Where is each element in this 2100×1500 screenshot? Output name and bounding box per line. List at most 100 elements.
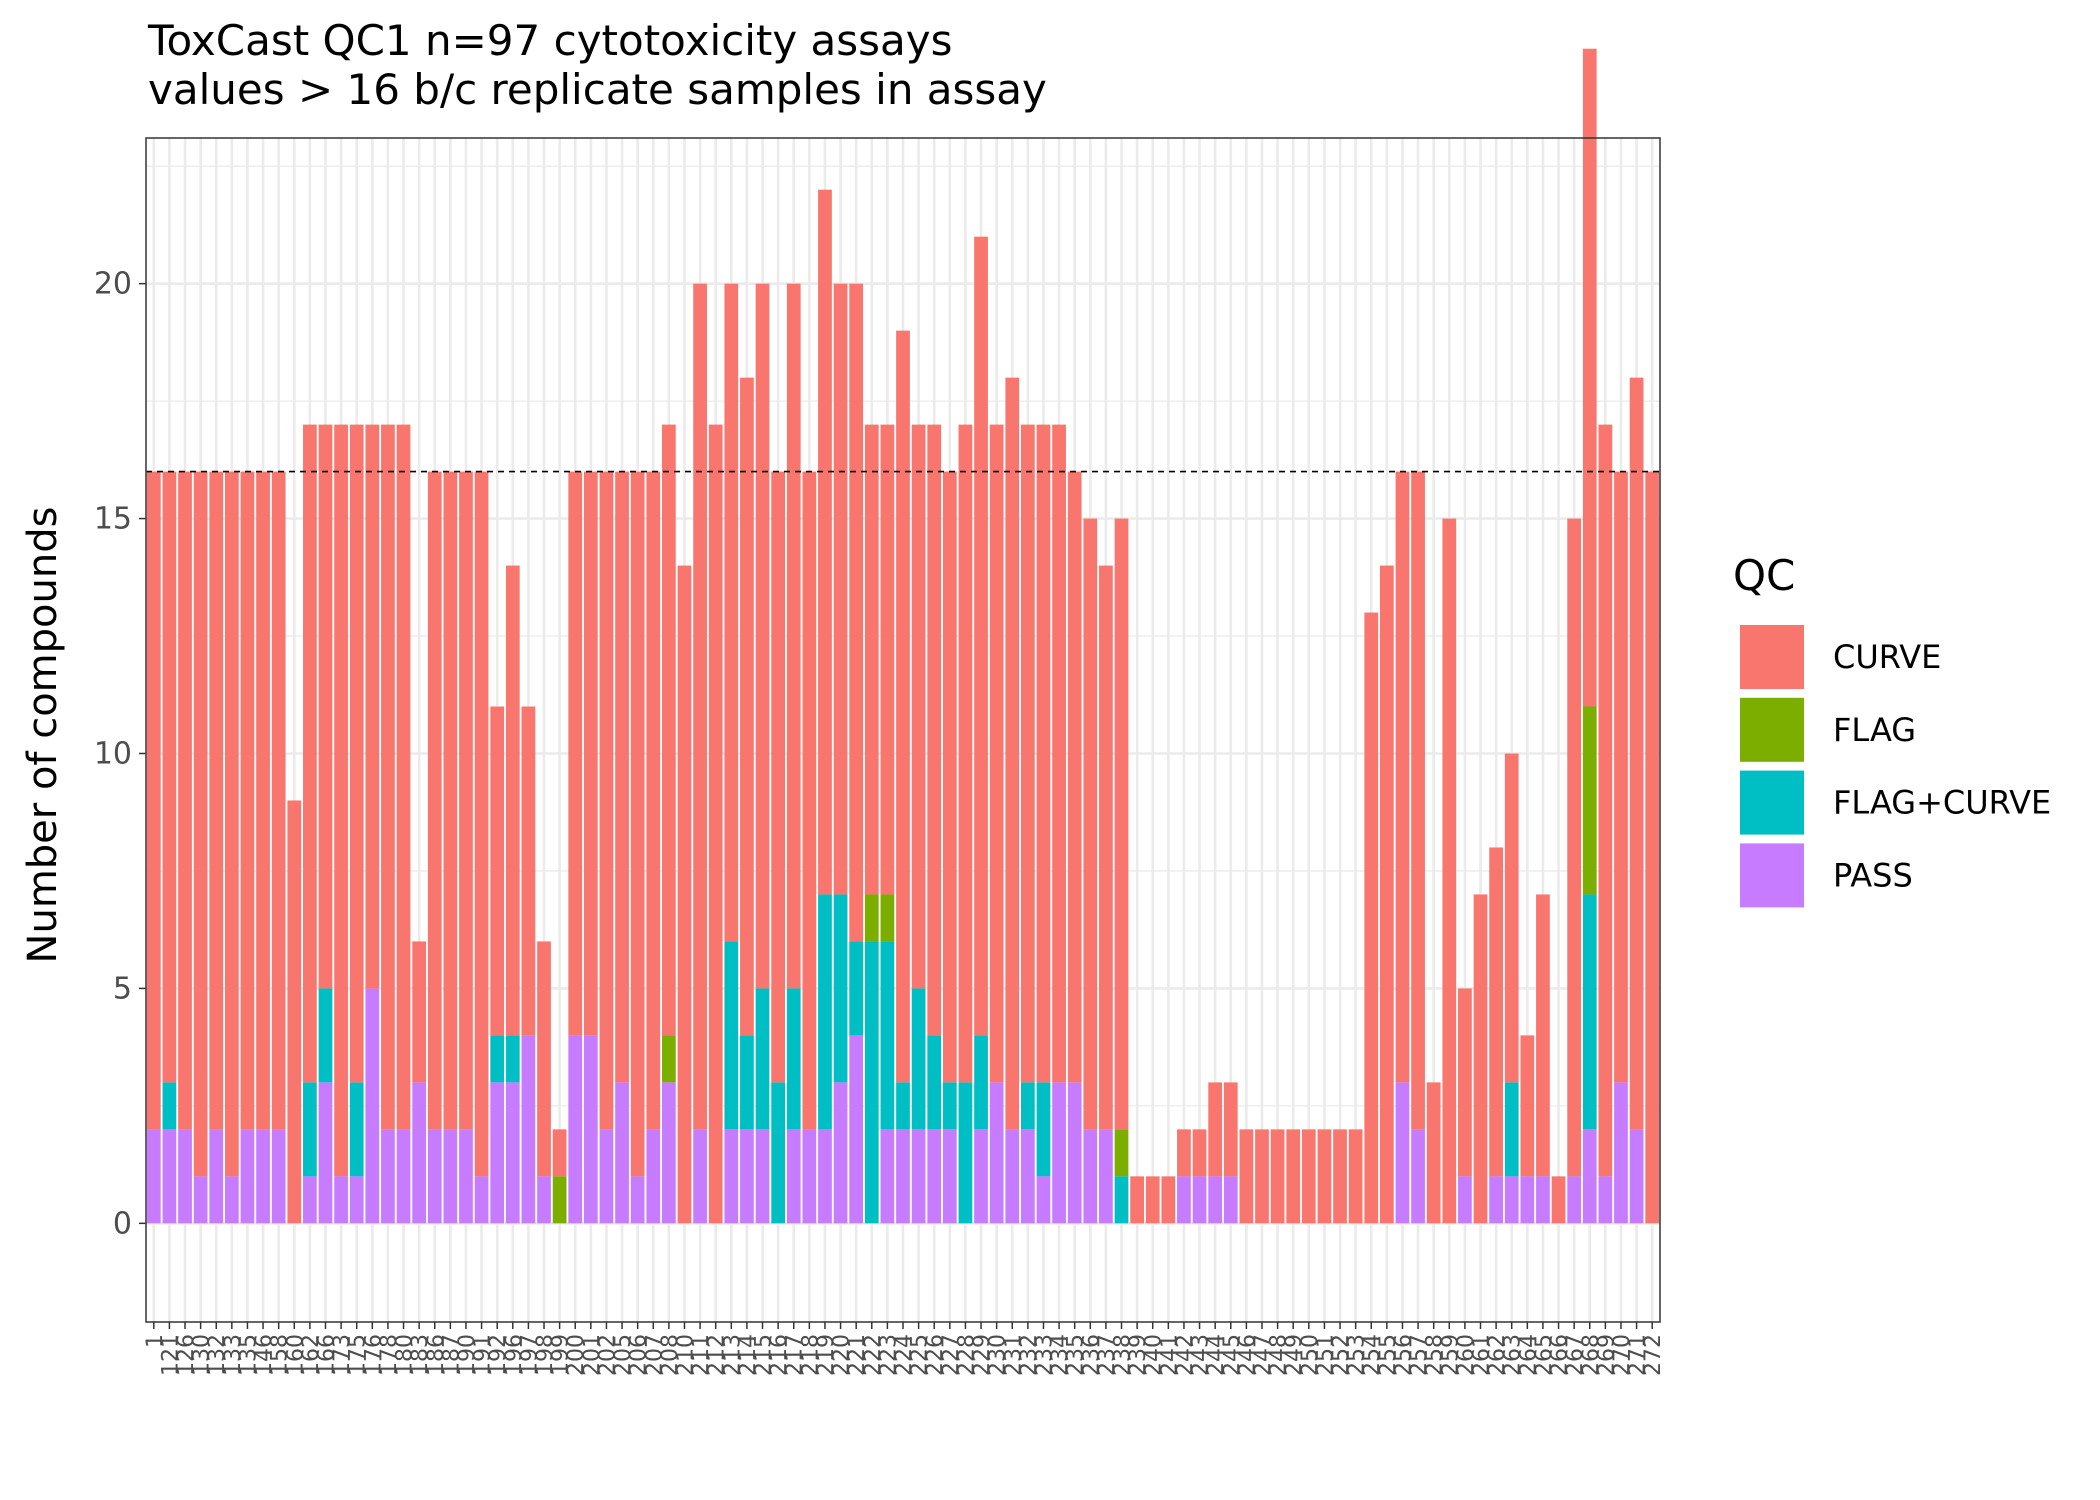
bar-pass-201 [583,1035,598,1224]
x-tick-label: 178 [377,1334,402,1376]
bar-curve-214 [740,377,754,1036]
bar-curve-130 [193,471,208,1177]
x-tick-label: 190 [455,1334,480,1376]
bar-flag-curve-213 [724,941,739,1130]
bar-pass-233 [1036,1176,1051,1224]
x-tick-label: 233 [1032,1334,1057,1376]
bar-curve-121 [162,471,177,1083]
bar-pass-146 [256,1129,270,1224]
x-tick-label: 130 [190,1334,215,1376]
x-tick-label: 191 [471,1334,496,1376]
x-tick-label: 259 [1438,1334,1463,1376]
x-tick-label: 272 [1641,1334,1666,1376]
bar-curve-230 [989,424,1004,1083]
bar-flag-223 [880,894,895,942]
x-tick-label: 230 [986,1334,1011,1376]
bar-flag-curve-162 [303,1082,317,1177]
bar-curve-262 [1489,847,1503,1177]
x-tick-label: 196 [502,1334,527,1376]
bar-flag-199 [552,1176,567,1224]
bar-pass-133 [224,1176,239,1224]
bar-curve-211 [693,283,707,1130]
bar-curve-210 [677,565,692,1224]
x-tick-label: 219 [814,1334,839,1376]
bar-pass-225 [911,1129,926,1224]
bar-curve-146 [256,471,270,1130]
bar-flag-curve-219 [818,894,832,1130]
bar-pass-130 [193,1176,208,1224]
bar-flag-curve-220 [833,894,848,1083]
x-tick-label: 253 [1345,1334,1370,1376]
legend-key-flag [1740,697,1804,762]
bar-pass-213 [724,1129,739,1224]
x-tick-label: 121 [158,1334,183,1376]
bar-pass-191 [474,1176,489,1224]
x-tick-label: 146 [252,1334,277,1376]
bar-pass-180 [396,1129,411,1224]
bar-flag-curve-225 [911,988,926,1130]
bar-flag-268 [1582,706,1597,895]
x-tick-label: 239 [1126,1334,1151,1376]
bar-pass-121 [162,1129,177,1224]
bar-curve-175 [349,424,364,1083]
bar-pass-237 [1099,1129,1113,1224]
x-tick-label: 217 [783,1334,808,1376]
x-tick-label: 135 [236,1334,261,1376]
x-tick-label: 214 [736,1334,761,1376]
bar-pass-218 [802,1129,817,1224]
bar-curve-229 [974,236,988,1036]
bar-curve-190 [459,471,473,1130]
x-tick-label: 246 [1235,1334,1260,1376]
bar-curve-215 [755,283,770,989]
bar-pass-207 [646,1129,661,1224]
x-tick-label: 166 [314,1334,339,1376]
bar-curve-252 [1333,1129,1347,1224]
bar-pass-211 [693,1129,707,1224]
bar-pass-221 [849,1035,864,1224]
chart-subtitle: values > 16 b/c replicate samples in ass… [148,65,1047,114]
bar-flag-curve-196 [505,1035,520,1083]
bar-pass-242 [1177,1176,1191,1224]
x-tick-label: 237 [1095,1334,1120,1376]
x-tick-label: 235 [1064,1334,1089,1376]
bar-pass-205 [615,1082,629,1224]
bar-curve-236 [1083,518,1098,1130]
bar-curve-228 [958,424,973,1083]
y-tick-label: 0 [113,1206,132,1241]
y-tick-label: 15 [94,502,132,537]
x-tick-label: 211 [689,1334,714,1376]
bar-pass-183 [412,1082,427,1224]
legend-key-flag-curve [1740,770,1804,835]
bar-curve-272 [1645,471,1660,1224]
bar-curve-241 [1161,1176,1176,1224]
bar-pass-186 [427,1129,442,1224]
legend-label: FLAG+CURVE [1833,784,2051,822]
x-tick-label: 257 [1407,1334,1432,1376]
x-tick-label: 1 [143,1334,168,1348]
bar-curve-213 [724,283,739,942]
x-tick-label: 264 [1516,1334,1541,1376]
x-tick-label: 258 [1423,1334,1448,1376]
bar-pass-214 [740,1129,754,1224]
bar-pass-206 [630,1176,645,1224]
legend-key-curve [1740,625,1804,689]
bar-pass-197 [521,1035,536,1224]
x-tick-label: 245 [1220,1334,1245,1376]
bar-curve-242 [1177,1129,1191,1177]
bar-curve-253 [1348,1129,1363,1224]
bar-flag-curve-222 [864,941,879,1224]
x-tick-label: 202 [595,1334,620,1376]
x-tick-label: 200 [564,1334,589,1376]
bar-pass-265 [1536,1176,1550,1224]
legend-label: CURVE [1833,638,1941,676]
bar-flag-curve-263 [1504,1082,1519,1177]
bar-flag-208 [662,1035,676,1083]
bar-curve-202 [599,471,614,1130]
bar-curve-173 [334,424,348,1177]
x-tick-label: 201 [580,1334,605,1376]
x-tick-label: 234 [1048,1334,1073,1376]
x-tick-label: 186 [424,1334,449,1376]
bar-pass-223 [880,1129,895,1224]
bar-pass-200 [568,1035,583,1224]
bar-curve-256 [1395,471,1410,1083]
